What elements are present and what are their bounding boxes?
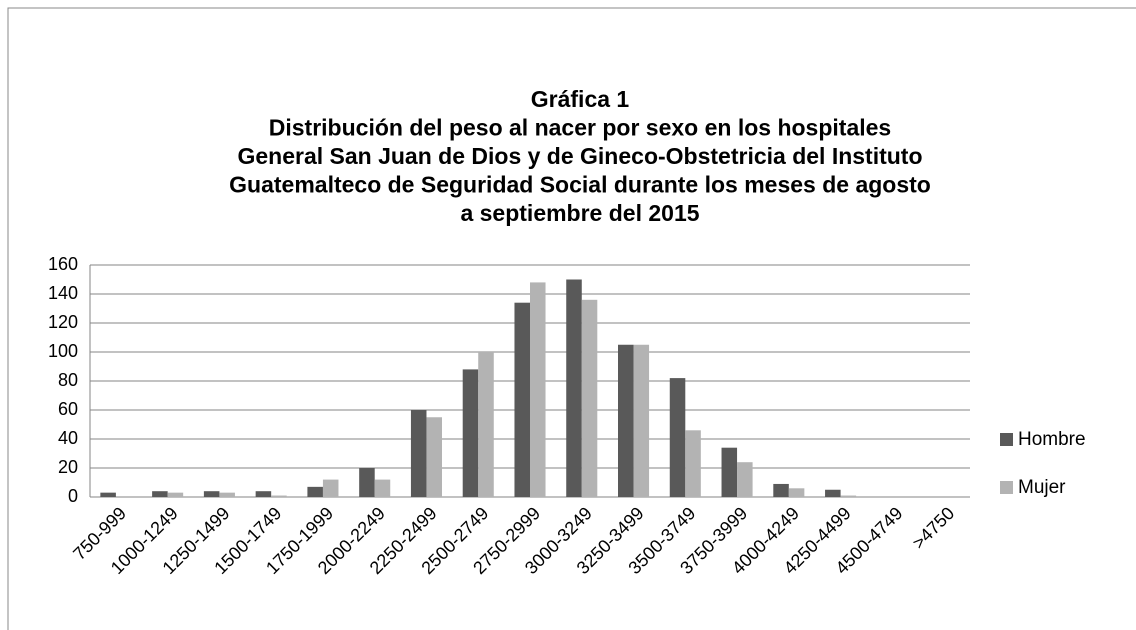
bar <box>618 344 634 497</box>
chart-title: Guatemalteco de Seguridad Social durante… <box>229 172 931 198</box>
bar <box>359 468 375 497</box>
bar <box>374 479 391 497</box>
y-tick-label: 60 <box>58 399 78 419</box>
bar <box>633 344 650 497</box>
bar <box>426 417 442 497</box>
bar <box>825 489 841 497</box>
bar <box>669 378 686 497</box>
y-tick-label: 20 <box>58 457 78 477</box>
bar <box>530 282 546 497</box>
y-tick-label: 100 <box>48 341 78 361</box>
bar <box>685 430 701 497</box>
bar <box>219 492 235 497</box>
y-tick-label: 160 <box>48 254 78 274</box>
bar <box>167 492 184 497</box>
chart-title: General San Juan de Dios y de Gineco-Obs… <box>237 143 922 169</box>
bar <box>737 462 753 497</box>
x-tick-label: >4750 <box>908 503 958 553</box>
legend-label: Mujer <box>1018 477 1066 498</box>
y-tick-label: 140 <box>48 283 78 303</box>
bar <box>721 447 738 497</box>
chart-title: Gráfica 1 <box>531 86 630 112</box>
legend-swatch <box>1000 481 1013 494</box>
bar <box>773 483 789 497</box>
bar <box>100 492 116 497</box>
chart-border <box>7 7 1136 630</box>
bar <box>410 410 427 497</box>
bar <box>307 486 323 497</box>
bar <box>788 488 805 497</box>
bar <box>462 369 479 497</box>
bar <box>514 302 530 497</box>
bar <box>271 495 287 497</box>
y-tick-label: 0 <box>68 486 78 506</box>
y-tick-label: 40 <box>58 428 78 448</box>
bar <box>203 491 220 497</box>
bar <box>152 491 168 497</box>
bar <box>322 479 339 497</box>
y-tick-label: 120 <box>48 312 78 332</box>
bar <box>566 279 582 497</box>
bar <box>478 352 494 497</box>
legend-swatch <box>1000 433 1013 446</box>
bar <box>840 495 857 497</box>
legend-label: Hombre <box>1018 429 1086 450</box>
y-tick-label: 80 <box>58 370 78 390</box>
bar <box>255 491 272 497</box>
chart-title: a septiembre del 2015 <box>460 200 699 226</box>
chart-title: Distribución del peso al nacer por sexo … <box>269 115 891 141</box>
bar <box>581 299 598 497</box>
